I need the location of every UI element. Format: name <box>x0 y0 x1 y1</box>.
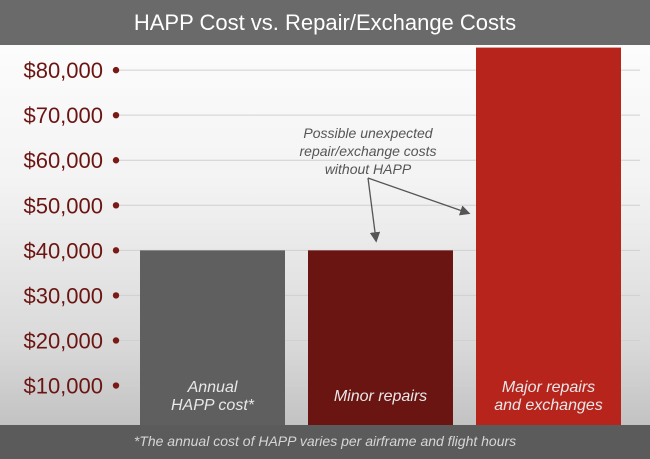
bar <box>476 47 621 425</box>
bars <box>140 47 621 425</box>
footnote: *The annual cost of HAPP varies per airf… <box>0 425 650 459</box>
y-tick-label: $30,000 <box>23 283 103 308</box>
tick-dot <box>112 66 120 74</box>
y-tick-label: $20,000 <box>23 328 103 353</box>
y-tick-label: $40,000 <box>23 238 103 263</box>
chart-title: HAPP Cost vs. Repair/Exchange Costs <box>0 0 650 45</box>
tick-dot <box>112 382 120 389</box>
y-tick-label: $80,000 <box>23 58 103 83</box>
y-tick-label: $60,000 <box>23 148 103 173</box>
tick-dot <box>112 247 120 254</box>
bar-label: and exchanges <box>494 397 603 414</box>
annotation: Possible unexpected repair/exchange costs… <box>300 125 471 243</box>
y-axis: $10,000 $20,000 $30,000 $40,000 $50,000 $60,0… <box>23 58 120 399</box>
bar-chart: $10,000 $20,000 $30,000 $40,000 $50,000 $60,0… <box>23 47 640 425</box>
tick-dot <box>112 337 120 344</box>
bar-label: Major repairs <box>502 379 595 396</box>
bar-label: Minor repairs <box>334 388 427 405</box>
annotation-text: without HAPP <box>325 161 412 177</box>
y-tick-label: $50,000 <box>23 193 103 218</box>
tick-dot <box>112 202 120 209</box>
bar-label: HAPP cost* <box>171 397 255 414</box>
tick-dot <box>112 292 120 299</box>
annotation-arrow <box>367 177 471 216</box>
bar <box>140 250 285 425</box>
y-tick-label: $10,000 <box>23 374 103 399</box>
tick-dot <box>112 111 120 119</box>
annotation-text: Possible unexpected <box>303 125 433 141</box>
tick-dot <box>112 157 120 164</box>
bar-label: Annual <box>187 379 238 396</box>
y-tick-label: $70,000 <box>23 103 103 128</box>
annotation-arrow <box>367 177 381 243</box>
bar <box>308 250 453 425</box>
annotation-text: repair/exchange costs <box>300 143 437 159</box>
